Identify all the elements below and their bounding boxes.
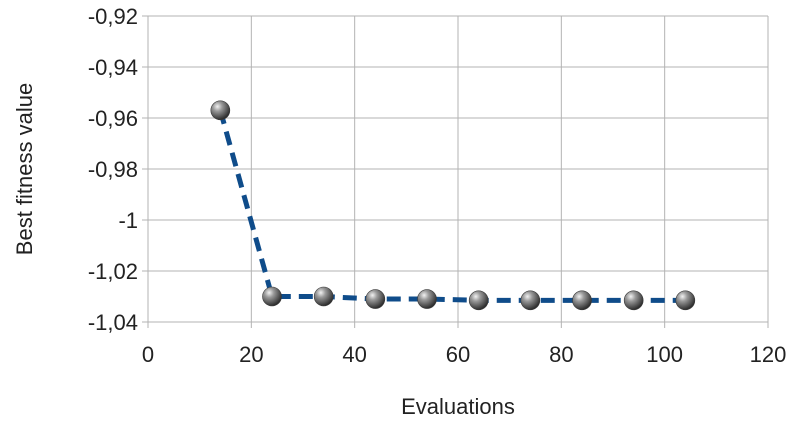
x-tick-label: 100 <box>646 342 683 367</box>
data-point-marker <box>417 289 437 309</box>
data-point-marker <box>262 286 282 307</box>
data-point-marker <box>623 290 644 311</box>
y-tick-label: -1 <box>118 208 138 233</box>
series-line <box>217 109 686 303</box>
y-tick-label: -0,96 <box>88 106 138 131</box>
data-point-marker <box>210 100 231 121</box>
y-tick-label: -1,04 <box>88 310 138 335</box>
axes <box>142 15 769 328</box>
data-point-marker <box>468 290 489 311</box>
y-tick-label: -0,98 <box>88 157 138 182</box>
tick-labels: -0,92 -0,94 -0,96 -0,98 -1 -1,02 -1,040 20 40 60 8… <box>88 4 787 367</box>
x-tick-label: 120 <box>750 342 787 367</box>
x-tick-label: 60 <box>446 342 470 367</box>
data-point-marker <box>365 289 386 309</box>
y-axis-title: Best fitness value <box>12 83 37 255</box>
data-series <box>210 100 696 311</box>
y-tick-label: -1,02 <box>88 259 138 284</box>
x-axis-title: Evaluations <box>401 394 515 419</box>
gridlines <box>147 15 769 323</box>
x-tick-label: 40 <box>342 342 366 367</box>
x-tick-label: 0 <box>142 342 154 367</box>
x-tick-label: 20 <box>239 342 263 367</box>
y-tick-label: -0,92 <box>88 4 138 29</box>
data-point-marker <box>572 290 592 311</box>
data-point-marker <box>313 286 334 307</box>
y-tick-label: -0,94 <box>88 55 138 80</box>
x-tick-label: 80 <box>549 342 573 367</box>
data-point-marker <box>520 290 541 311</box>
data-point-marker <box>675 290 696 311</box>
